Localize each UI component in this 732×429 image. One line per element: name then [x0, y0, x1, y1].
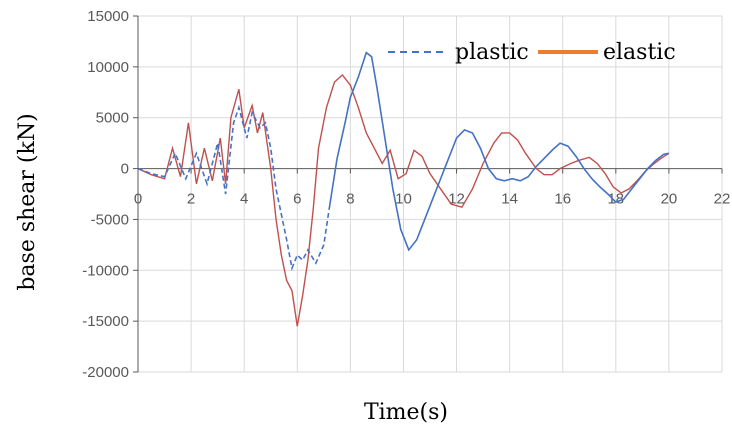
x-tick-label: 12: [448, 191, 465, 208]
x-tick-label: 22: [714, 191, 731, 208]
x-tick-label: 0: [134, 191, 142, 208]
x-tick-labels: 0 2 4 6 8 10 12 14 16 18 20 22: [134, 191, 731, 208]
series-line-plastic-solid: [328, 51, 670, 252]
y-tick-label: 0: [121, 161, 129, 178]
grid: [138, 15, 723, 373]
y-tick-labels: 15000 10000 5000 0 -5000 -10000 -15000 -20000: [82, 8, 129, 381]
x-axis-title: Time(s): [364, 400, 448, 425]
y-axis-title: base shear (kN): [15, 113, 40, 290]
legend: plastic elastic: [388, 40, 676, 65]
y-tick-label: 15000: [87, 8, 129, 25]
x-tick-label: 2: [187, 191, 195, 208]
y-tick-label: 5000: [96, 110, 129, 127]
y-tick-label: -20000: [82, 364, 129, 381]
x-tick-label: 10: [395, 191, 412, 208]
legend-label-plastic: plastic: [455, 40, 529, 65]
series-line-plastic: [137, 104, 330, 272]
x-tick-label: 14: [501, 191, 518, 208]
y-tick-label: -10000: [82, 262, 129, 279]
x-tick-label: 20: [661, 191, 678, 208]
y-tick-label: 10000: [87, 59, 129, 76]
y-tick-label: -15000: [82, 313, 129, 330]
x-tick-label: 4: [240, 191, 248, 208]
x-tick-label: 8: [346, 191, 354, 208]
series-lines: [137, 51, 670, 327]
x-tick-label: 18: [607, 191, 624, 208]
series-line-elastic: [137, 73, 670, 327]
x-tick-label: 16: [554, 191, 571, 208]
legend-label-elastic: elastic: [603, 40, 676, 65]
x-tick-label: 6: [293, 191, 301, 208]
y-tick-label: -5000: [91, 211, 129, 228]
axes: [133, 15, 723, 373]
